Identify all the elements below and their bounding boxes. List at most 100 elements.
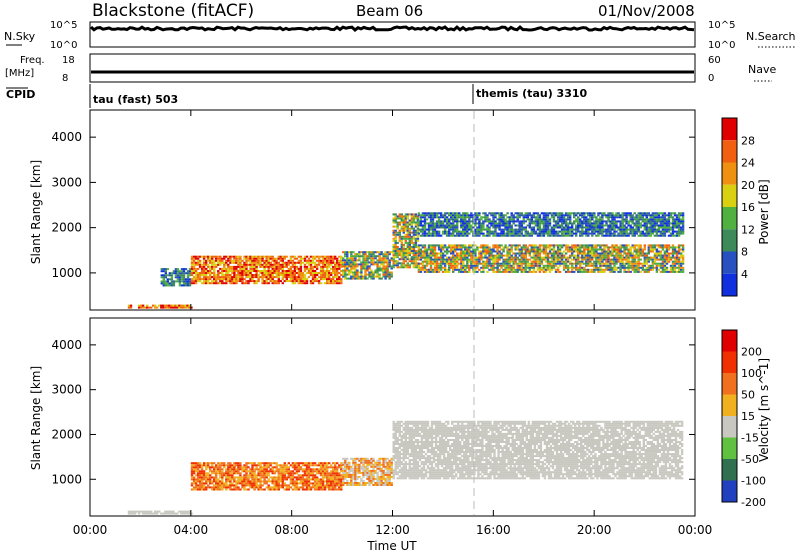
range-gate-cell — [591, 262, 594, 265]
range-gate-cell — [520, 256, 523, 259]
range-gate-cell — [601, 264, 604, 267]
range-gate-cell — [671, 230, 675, 233]
range-gate-cell — [581, 252, 584, 255]
range-gate-cell — [605, 250, 608, 253]
range-gate-cell — [611, 260, 614, 263]
range-gate-cell — [583, 266, 586, 269]
range-gate-cell — [267, 488, 270, 491]
range-gate-cell — [263, 272, 266, 274]
range-gate-cell — [556, 222, 560, 225]
range-gate-cell — [470, 266, 473, 269]
range-gate-cell — [205, 263, 208, 266]
range-gate-cell — [512, 266, 515, 269]
range-gate-cell — [207, 255, 210, 258]
range-gate-cell — [166, 304, 169, 307]
range-gate-cell — [552, 246, 556, 249]
range-gate-cell — [480, 246, 483, 249]
range-gate-cell — [259, 482, 262, 485]
range-gate-cell — [336, 270, 339, 272]
range-gate-cell — [285, 274, 288, 276]
range-gate-cell — [184, 278, 188, 281]
range-gate-cell — [319, 272, 323, 274]
range-gate-cell — [524, 256, 527, 259]
range-gate-cell — [478, 212, 481, 215]
range-gate-cell — [188, 284, 192, 287]
range-gate-cell — [431, 262, 435, 265]
range-gate-cell — [435, 234, 439, 237]
range-gate-cell — [402, 217, 405, 220]
range-gate-cell — [615, 224, 618, 227]
range-gate-cell — [267, 272, 270, 274]
range-gate-cell — [257, 274, 260, 276]
range-gate-cell — [376, 267, 379, 270]
range-gate-cell — [271, 480, 274, 483]
range-gate-cell — [209, 482, 212, 485]
range-gate-cell — [514, 256, 517, 259]
range-gate-cell — [229, 476, 232, 479]
range-gate-cell — [627, 262, 630, 265]
range-gate-cell — [651, 246, 654, 249]
range-gate-cell — [669, 214, 673, 217]
range-gate-cell — [488, 264, 491, 267]
range-gate-cell — [259, 488, 262, 491]
range-gate-cell — [651, 220, 654, 223]
range-gate-cell — [396, 246, 399, 248]
range-gate-cell — [406, 231, 409, 234]
range-gate-cell — [396, 248, 399, 250]
range-gate-cell — [655, 232, 659, 235]
range-gate-cell — [291, 274, 295, 276]
range-gate-cell — [550, 244, 554, 247]
range-gate-cell — [261, 466, 264, 469]
range-gate-cell — [182, 282, 186, 285]
range-gate-cell — [261, 255, 264, 258]
range-gate-cell — [239, 278, 242, 281]
range-gate-cell — [454, 220, 457, 223]
range-gate-cell — [423, 260, 427, 263]
range-gate-cell — [394, 256, 397, 259]
range-gate-cell — [530, 216, 533, 219]
range-gate-cell — [496, 258, 499, 261]
range-gate-cell — [190, 468, 194, 471]
range-gate-cell — [585, 256, 588, 259]
range-gate-cell — [488, 212, 491, 215]
range-gate-cell — [194, 480, 198, 483]
range-gate-cell — [412, 217, 416, 220]
range-gate-cell — [675, 266, 679, 269]
range-gate-cell — [229, 468, 232, 471]
range-gate-cell — [257, 257, 260, 260]
range-gate-cell — [641, 216, 644, 219]
range-gate-cell — [643, 224, 646, 227]
range-gate-cell — [425, 260, 429, 263]
range-gate-cell — [591, 212, 594, 215]
range-gate-cell — [160, 306, 163, 309]
range-gate-cell — [336, 265, 339, 268]
range-gate-cell — [291, 261, 295, 264]
range-gate-cell — [619, 232, 622, 235]
range-gate-cell — [416, 229, 420, 232]
range-gate-cell — [585, 264, 588, 267]
range-gate-cell — [470, 262, 473, 265]
range-gate-cell — [589, 244, 592, 247]
range-gate-cell — [364, 253, 367, 256]
range-gate-cell — [221, 484, 224, 487]
range-gate-cell — [484, 246, 487, 249]
range-gate-cell — [433, 214, 437, 217]
range-gate-cell — [293, 270, 297, 272]
range-gate-cell — [550, 252, 554, 255]
range-gate-cell — [267, 270, 270, 272]
range-gate-cell — [633, 246, 636, 249]
range-gate-cell — [271, 478, 274, 481]
range-gate-cell — [384, 253, 387, 256]
range-gate-cell — [506, 256, 509, 259]
range-gate-cell — [305, 272, 309, 274]
range-gate-cell — [595, 222, 598, 225]
range-gate-cell — [221, 476, 224, 479]
range-gate-cell — [673, 270, 677, 273]
range-gate-cell — [607, 220, 610, 223]
range-gate-cell — [277, 267, 280, 270]
range-gate-cell — [542, 268, 546, 271]
range-gate-cell — [585, 252, 588, 255]
range-gate-cell — [392, 239, 395, 242]
range-gate-cell — [635, 262, 638, 265]
range-gate-cell — [249, 263, 252, 266]
